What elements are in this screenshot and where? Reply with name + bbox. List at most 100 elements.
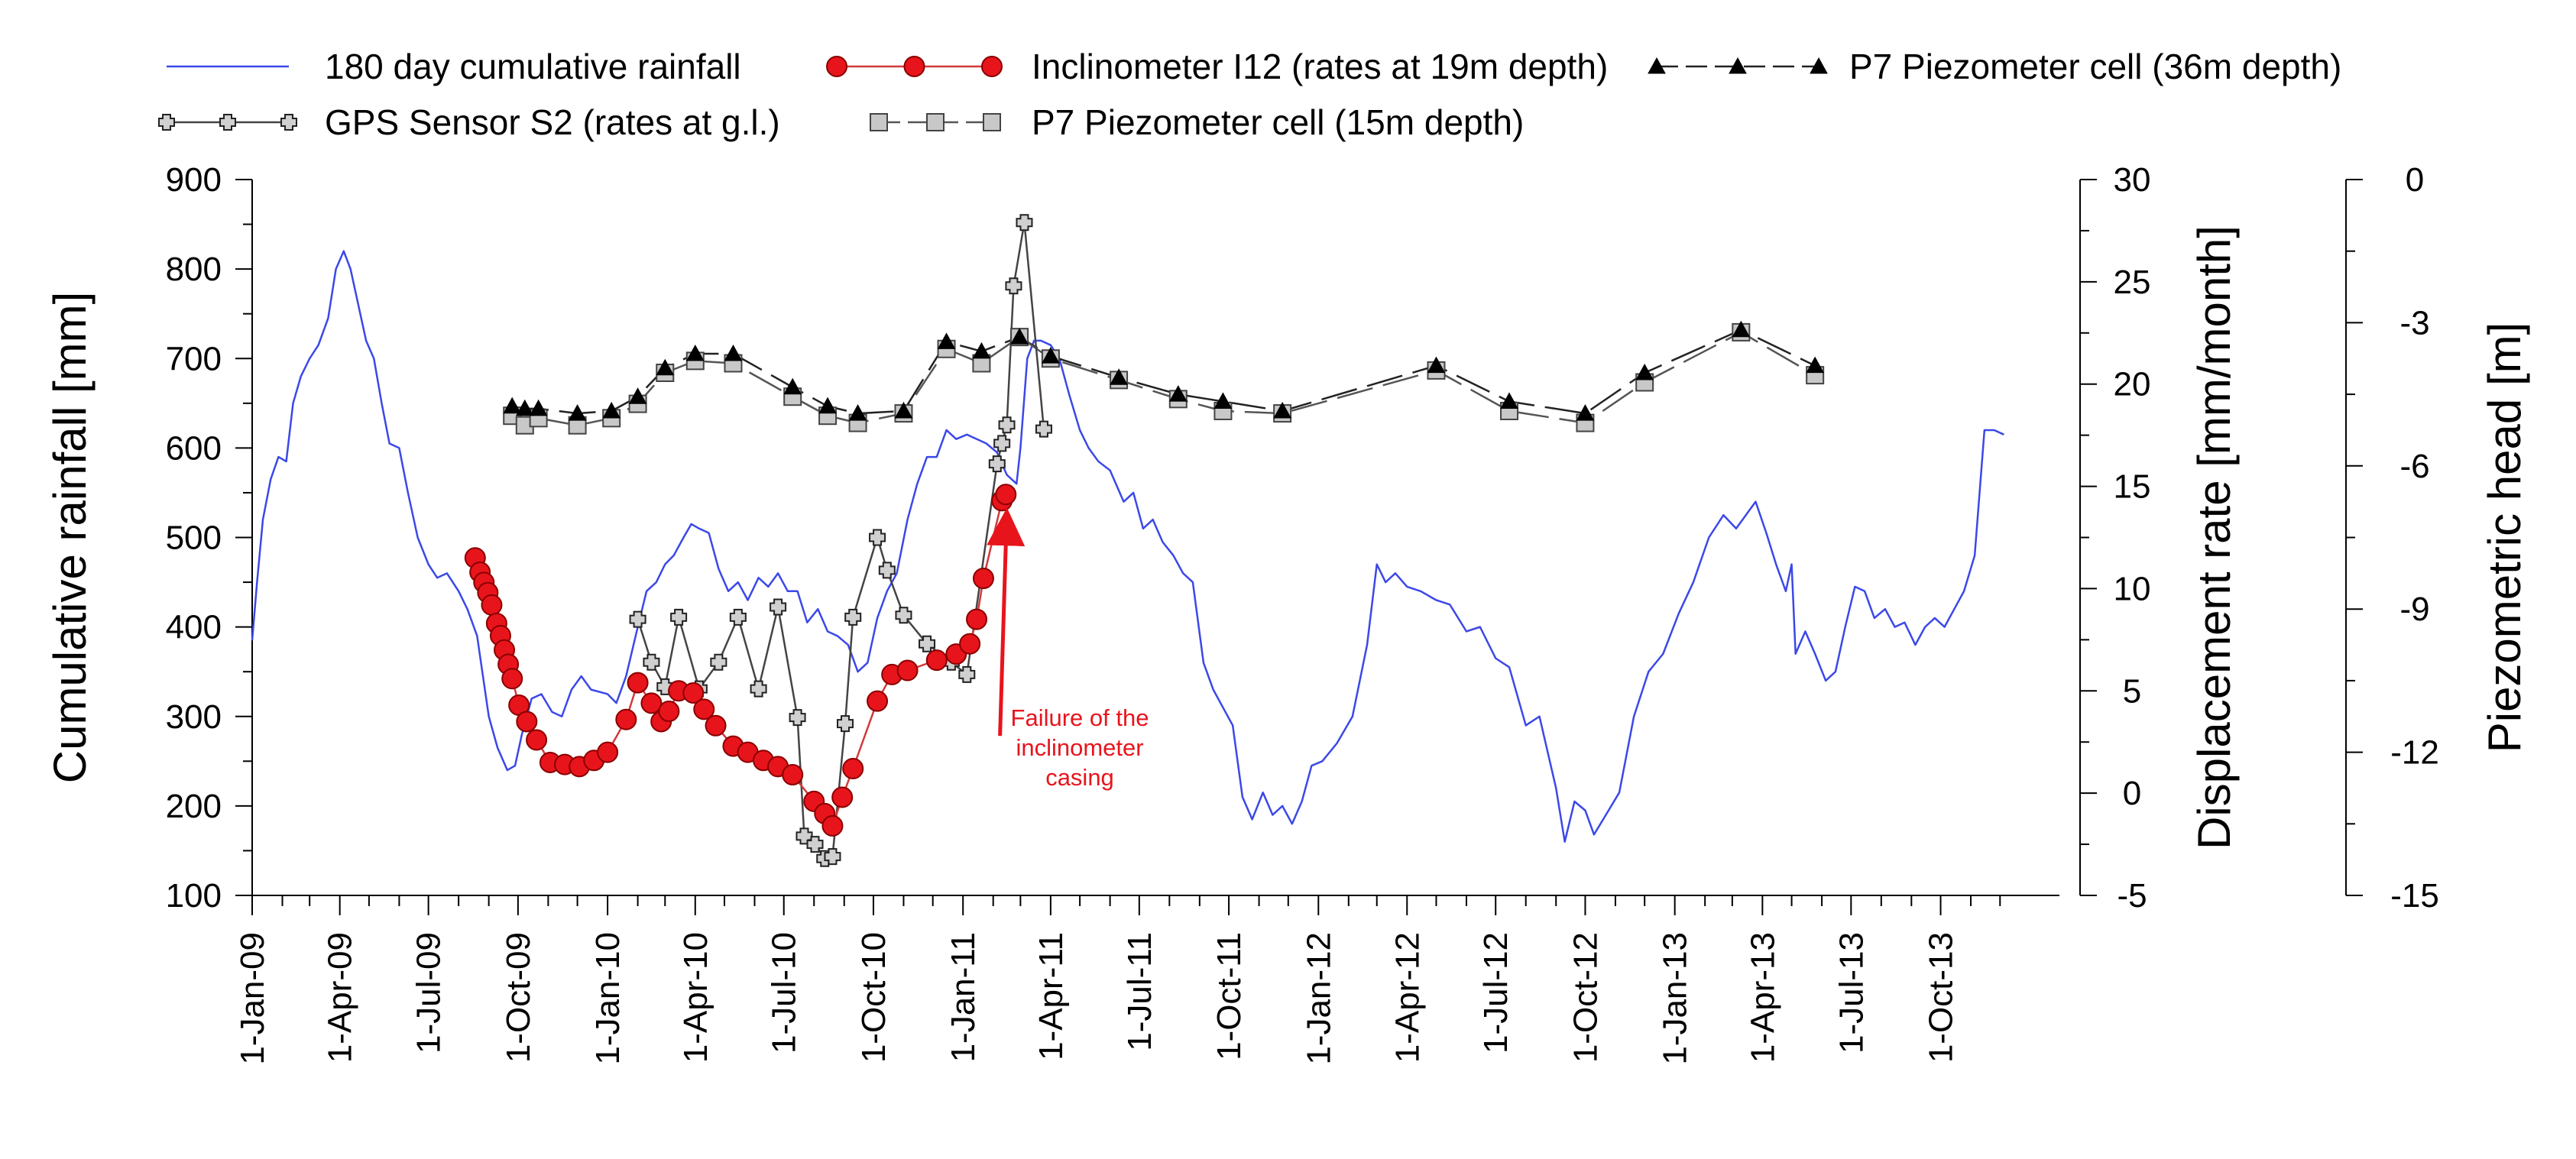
- inclinometer-point: [966, 608, 988, 630]
- gps-point: [958, 665, 976, 683]
- x-tick-label: 1-Apr-09: [322, 932, 359, 1063]
- p7-36m-point: [1635, 363, 1654, 380]
- x-tick-label: 1-Jan-09: [234, 932, 271, 1065]
- gps-point: [895, 607, 912, 624]
- inclinometer-point: [501, 668, 523, 690]
- p7-36m-point: [1110, 368, 1128, 385]
- rainfall-tick-label: 300: [166, 698, 222, 736]
- gps-point: [770, 598, 787, 616]
- piezometric-tick-label: -15: [2390, 877, 2439, 915]
- legend-marker: [158, 114, 175, 131]
- p7-36m-point: [1273, 401, 1291, 419]
- p7-36m-point: [972, 342, 991, 359]
- legend-marker: [1648, 57, 1666, 74]
- x-tick-label: 1-Apr-13: [1744, 932, 1781, 1063]
- series-rainfall-line: [251, 250, 2004, 843]
- x-tick-label: 1-Oct-10: [855, 932, 893, 1063]
- gps-point: [1016, 214, 1033, 231]
- legend-marker: [983, 113, 1001, 131]
- legend-marker: [280, 114, 297, 131]
- gps-point: [824, 848, 841, 866]
- inclinometer-point: [782, 764, 804, 786]
- inclinometer-point: [693, 698, 715, 720]
- displacement-tick-label: 15: [2114, 468, 2151, 506]
- gps-point: [670, 608, 688, 626]
- inclinometer-point: [516, 711, 538, 733]
- p7-36m-point: [1806, 356, 1825, 374]
- displacement-tick-label: 30: [2114, 161, 2151, 199]
- annotation-text: casing: [1045, 764, 1114, 791]
- p7-36m-point: [937, 332, 956, 349]
- p7-36m-point: [783, 377, 802, 395]
- legend-marker: [1729, 57, 1747, 74]
- p7-36m-point: [1168, 385, 1188, 402]
- p7-36m-point: [529, 399, 548, 416]
- inclinometer-point: [867, 690, 889, 712]
- x-tick-label: 1-Oct-11: [1210, 932, 1248, 1060]
- inclinometer-point: [959, 633, 981, 655]
- legend-marker: [1810, 57, 1828, 74]
- gps-point: [1035, 420, 1052, 438]
- x-tick-label: 1-Jul-11: [1121, 932, 1158, 1051]
- legend-label: Inclinometer I12 (rates at 19m depth): [1032, 47, 1608, 86]
- rainfall-tick-label: 100: [166, 877, 222, 915]
- x-tick-label: 1-Apr-11: [1032, 932, 1070, 1060]
- inclinometer-point: [627, 672, 649, 694]
- displacement-axis: -5 0 5 10 15 20 25 30 Displacement rate [mm/mont…: [2079, 161, 2240, 915]
- gps-point: [789, 709, 806, 727]
- inclinometer-point: [597, 741, 619, 763]
- annotation-text: inclinometer: [1016, 734, 1143, 761]
- x-tick-label: 1-Oct-13: [1923, 932, 1960, 1063]
- x-tick-label: 1-Jan-11: [945, 932, 982, 1062]
- gps-point: [988, 455, 1006, 473]
- piezometric-tick-label: -9: [2399, 591, 2429, 628]
- p7-36m-point: [515, 399, 534, 416]
- inclinometer-point: [925, 649, 948, 672]
- gps-point: [837, 715, 854, 733]
- inclinometer-point: [682, 681, 705, 704]
- p7-36m-point: [602, 401, 621, 419]
- gps-point: [710, 653, 727, 671]
- piezometric-tick-label: -12: [2390, 734, 2439, 772]
- rainfall-tick-label: 400: [166, 609, 222, 646]
- gps-point: [998, 416, 1016, 434]
- gps-point: [1005, 277, 1022, 295]
- annotation-arrow: [987, 507, 1026, 737]
- gps-point: [806, 836, 824, 853]
- inclinometer-point: [896, 659, 919, 681]
- legend-label: 180 day cumulative rainfall: [325, 47, 741, 86]
- gps-point: [878, 562, 896, 579]
- gps-point: [729, 608, 747, 626]
- displacement-tick-label: -5: [2117, 877, 2147, 915]
- displacement-tick-label: 0: [2123, 775, 2141, 812]
- legend-marker: [826, 56, 847, 77]
- x-tick-label: 1-Jan-10: [589, 932, 627, 1065]
- p7-36m-point: [1042, 347, 1060, 364]
- inclinometer-point: [821, 814, 844, 837]
- inclinometer-point: [842, 758, 864, 780]
- x-tick-label: 1-Oct-09: [500, 932, 537, 1063]
- inclinometer-point: [972, 568, 994, 590]
- x-tick-label: 1-Jul-13: [1832, 932, 1870, 1054]
- rainfall-axis: 100 200 300 400 500 600 700 800 900 Cumulative ra…: [44, 161, 253, 915]
- x-tick-label: 1-Jul-12: [1477, 932, 1515, 1054]
- p7-36m-point: [1500, 392, 1518, 409]
- p7-36m-point: [1732, 320, 1751, 338]
- legend-marker: [903, 56, 925, 77]
- legend-marker: [870, 113, 888, 131]
- legend-marker: [926, 113, 945, 131]
- x-tick-label: 1-Jul-09: [410, 932, 448, 1054]
- inclinometer-point: [705, 714, 727, 737]
- p7-36m-point: [685, 344, 705, 361]
- gps-point: [629, 610, 646, 628]
- gps-point: [750, 680, 767, 698]
- annotation: Failure of the inclinometer casing: [987, 507, 1149, 791]
- p7-36m-point: [1427, 356, 1446, 374]
- rainfall-axis-title: Cumulative rainfall [mm]: [44, 292, 96, 784]
- x-tick-label: 1-Apr-12: [1388, 932, 1426, 1063]
- p7-36m-point: [656, 358, 675, 376]
- rainfall-tick-label: 900: [166, 161, 222, 199]
- legend-label: P7 Piezometer cell (36m depth): [1849, 47, 2341, 86]
- inclinometer-point: [658, 701, 680, 723]
